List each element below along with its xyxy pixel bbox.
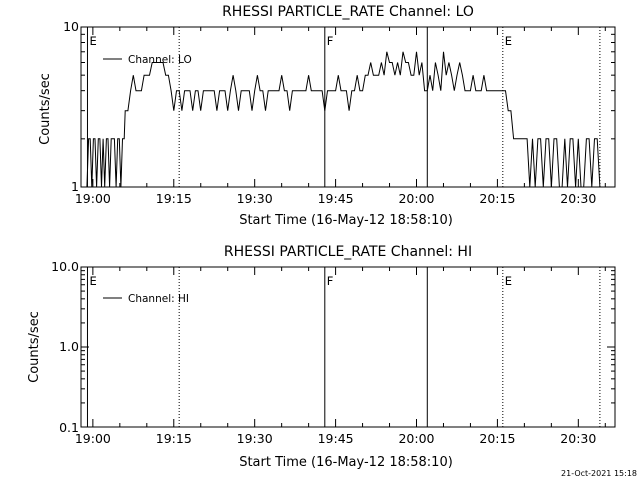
- legend-entry-lo: Channel: LO: [128, 54, 192, 66]
- x-tick-label: 20:15: [479, 191, 515, 206]
- x-tick-label: 19:45: [318, 191, 354, 206]
- x-tick-label: 20:15: [479, 431, 515, 446]
- plot-frame: [80, 26, 616, 188]
- y-axis-label-lo: Counts/sec: [38, 73, 53, 145]
- plot-frame: [80, 266, 616, 428]
- panel-lo: RHESSI PARTICLE_RATE Channel: LO Start T…: [38, 4, 616, 228]
- x-tick-label: 19:00: [75, 191, 111, 206]
- y-tick-label: 0.1: [59, 420, 79, 435]
- event-marker-label: F: [327, 34, 334, 48]
- series-line: [86, 51, 601, 188]
- y-tick-label: 1.0: [59, 339, 79, 354]
- y-tick-label: 1: [71, 179, 79, 194]
- x-tick-label: 19:15: [156, 431, 192, 446]
- x-tick-label: 19:15: [156, 191, 192, 206]
- legend-lo: Channel: LO: [103, 54, 192, 66]
- x-tick-label: 19:30: [237, 191, 273, 206]
- event-marker-label: E: [89, 274, 96, 288]
- plot-area-hi: 19:00 19:15 19:30 19:45 20:00 20:15 20:30 E F E: [75, 266, 616, 446]
- chart-title-hi: RHESSI PARTICLE_RATE Channel: HI: [224, 244, 472, 260]
- event-marker-label: E: [89, 34, 96, 48]
- x-tick-label: 19:30: [237, 431, 273, 446]
- event-marker-label: E: [505, 34, 512, 48]
- x-tick-label: 19:00: [75, 431, 111, 446]
- x-axis-label-hi: Start Time (16-May-12 18:58:10): [239, 455, 453, 470]
- x-tick-label: 20:30: [560, 191, 596, 206]
- legend-hi: Channel: HI: [103, 293, 189, 305]
- panel-hi: RHESSI PARTICLE_RATE Channel: HI Start T…: [27, 244, 616, 470]
- x-tick-label: 20:30: [560, 431, 596, 446]
- y-tick-label: 10.0: [51, 259, 79, 274]
- event-marker-label: F: [327, 274, 334, 288]
- x-axis-label-lo: Start Time (16-May-12 18:58:10): [239, 213, 453, 228]
- x-tick-label: 20:00: [398, 431, 434, 446]
- x-tick-label: 20:00: [398, 191, 434, 206]
- timestamp: 21-Oct-2021 15:18: [561, 469, 637, 478]
- y-tick-label: 10: [63, 19, 79, 34]
- legend-entry-hi: Channel: HI: [128, 293, 189, 305]
- x-tick-label: 19:45: [318, 431, 354, 446]
- chart-title-lo: RHESSI PARTICLE_RATE Channel: LO: [222, 4, 474, 20]
- plot-area-lo: 19:00 19:15 19:30 19:45 20:00 20:15 20:30 E F E: [75, 26, 616, 206]
- y-axis-label-hi: Counts/sec: [27, 311, 42, 383]
- event-marker-label: E: [505, 274, 512, 288]
